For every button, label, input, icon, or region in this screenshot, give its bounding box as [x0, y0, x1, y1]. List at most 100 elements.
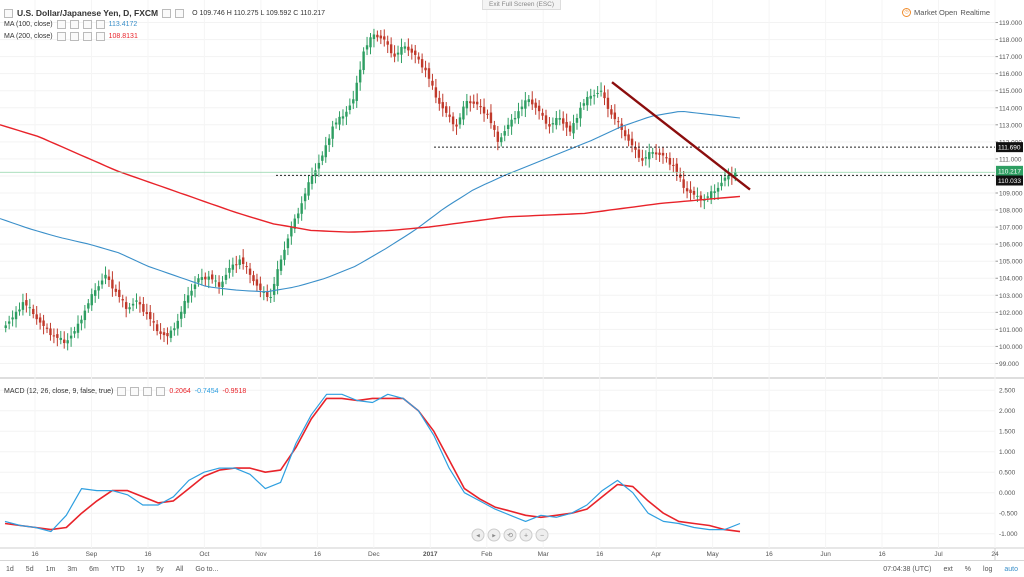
range-button-6m[interactable]: 6m: [89, 565, 99, 573]
toggle-auto[interactable]: auto: [1004, 565, 1018, 573]
settings-box-icon[interactable]: [162, 8, 172, 18]
macd-y-tick-label: -1.000: [999, 531, 1018, 538]
macd-y-tick-label: 2.000: [999, 408, 1016, 415]
candle-up: [334, 122, 338, 125]
more-icon[interactable]: [95, 32, 105, 41]
candle-down: [448, 114, 451, 117]
candle-up: [183, 300, 186, 314]
eye-icon[interactable]: [56, 20, 66, 29]
ma200-line: [0, 124, 741, 233]
candle-down: [438, 97, 441, 104]
x-tick-label: 16: [878, 551, 886, 558]
candle-up: [173, 328, 176, 331]
candle-down: [565, 121, 568, 128]
collapse-icon[interactable]: [4, 8, 13, 18]
more-icon[interactable]: [156, 387, 166, 396]
y-tick-label: 119.000: [999, 20, 1022, 27]
candle-up: [303, 193, 307, 202]
nav-control-icon: −: [540, 533, 544, 540]
settings-icon[interactable]: [130, 387, 140, 396]
candle-down: [699, 195, 703, 201]
eye-icon[interactable]: [117, 387, 127, 396]
chart-nav-control[interactable]: −: [535, 528, 549, 542]
candle-down: [672, 164, 675, 166]
macd-legend: MACD (12, 26, close, 9, false, true) 0.2…: [4, 387, 246, 396]
candle-down: [665, 157, 668, 159]
candle-down: [111, 279, 114, 289]
candle-down: [32, 308, 35, 315]
exit-fullscreen-button[interactable]: Exit Full Screen (ESC): [482, 0, 562, 10]
range-button-5y[interactable]: 5y: [156, 565, 164, 573]
candle-up: [76, 323, 80, 333]
nav-control-circle: [503, 528, 517, 542]
candle-down: [145, 312, 149, 315]
chart-canvas[interactable]: 99.000 100.000 101.000 102.000 103.000 104.00…: [0, 0, 1024, 560]
level-low-label-bg: [996, 175, 1023, 186]
more-icon[interactable]: [95, 20, 105, 29]
chart-nav-control[interactable]: ◂: [471, 528, 485, 542]
symbol-title: U.S. Dollar/Japanese Yen, D, FXCM: [17, 8, 159, 18]
toggle-log[interactable]: log: [983, 565, 993, 573]
settings-icon[interactable]: [69, 32, 79, 41]
candle-up: [100, 280, 104, 285]
close-icon[interactable]: [82, 20, 92, 29]
settings-box-icon[interactable]: [175, 8, 185, 18]
candle-up: [555, 117, 558, 126]
toggle-ext[interactable]: ext: [943, 565, 953, 573]
range-button-1m[interactable]: 1m: [45, 565, 56, 573]
candle-down: [107, 276, 111, 280]
x-tick-label: 16: [144, 551, 152, 558]
x-tick-label: 16: [31, 551, 39, 558]
range-button-1d[interactable]: 1d: [6, 565, 14, 573]
candle-up: [314, 170, 317, 177]
close-icon[interactable]: [143, 387, 153, 396]
candle-up: [338, 116, 341, 125]
range-button-3m[interactable]: 3m: [67, 565, 78, 573]
toggle-percent[interactable]: %: [964, 565, 972, 573]
macd-y-tick-label: 1.500: [999, 429, 1016, 436]
candle-up: [575, 117, 579, 123]
candle-up: [648, 152, 651, 160]
candle-up: [558, 117, 561, 120]
chart-nav-control[interactable]: ▸: [487, 528, 501, 542]
candle-down: [424, 67, 427, 71]
range-button-1y[interactable]: 1y: [136, 565, 145, 573]
candle-down: [155, 324, 159, 332]
range-button-all[interactable]: All: [175, 565, 184, 573]
candle-up: [224, 274, 228, 280]
range-button-ytd[interactable]: YTD: [110, 565, 125, 573]
chart-nav-control[interactable]: ⟲: [503, 528, 517, 542]
close-icon[interactable]: [82, 32, 92, 41]
chart-nav-control[interactable]: +: [519, 528, 533, 542]
x-tick-label: Feb: [481, 551, 493, 558]
candle-up: [90, 294, 93, 306]
y-tick-label: 106.000: [999, 242, 1023, 249]
candle-down: [489, 112, 493, 124]
candle-up: [297, 213, 300, 219]
candle-up: [293, 218, 296, 229]
range-button-5d[interactable]: 5d: [25, 565, 34, 573]
candle-up: [135, 300, 138, 302]
candle-down: [486, 113, 489, 115]
candle-up: [465, 100, 469, 109]
candle-up: [73, 331, 76, 334]
goto-button[interactable]: Go to...: [195, 565, 219, 573]
nav-control-circle: [535, 528, 549, 542]
market-status: ◷ Market Open Realtime: [902, 8, 990, 17]
candle-down: [548, 124, 551, 127]
candle-down: [210, 274, 214, 280]
candle-down: [407, 46, 410, 51]
candle-up: [462, 106, 465, 120]
candle-up: [506, 124, 510, 130]
candle-down: [417, 56, 420, 60]
ma100-legend: MA (100, close) 113.4172: [4, 20, 137, 29]
candle-up: [572, 123, 575, 134]
candle-up: [644, 157, 648, 159]
macd-y-tick-label: -0.500: [999, 511, 1018, 518]
candle-down: [149, 311, 152, 320]
candle-up: [716, 187, 720, 192]
settings-icon[interactable]: [69, 20, 79, 29]
candle-up: [365, 45, 369, 50]
eye-icon[interactable]: [56, 32, 66, 41]
y-tick-label: 113.000: [999, 122, 1022, 129]
